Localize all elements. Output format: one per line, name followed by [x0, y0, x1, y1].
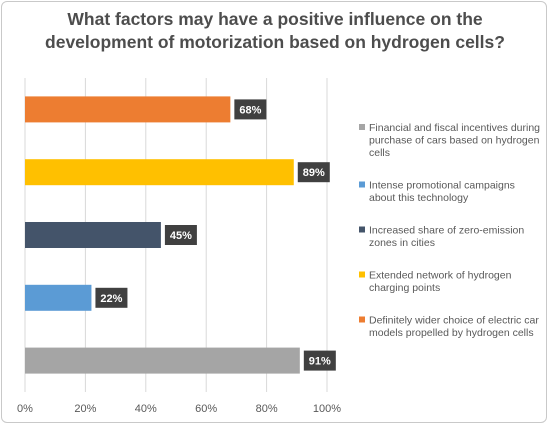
x-tick-label-0: 0%	[17, 403, 33, 415]
data-label-2: 89%	[303, 167, 325, 179]
legend-label-2-line-2: about this technology	[369, 192, 469, 204]
bar-4	[25, 284, 92, 311]
bar-1	[25, 96, 231, 123]
legend-label-4-line-2: charging points	[369, 282, 440, 294]
bar-3	[25, 222, 161, 248]
legend-label-1-line-2: purchase of cars based on hydrogen	[369, 135, 540, 147]
legend-label-3-line-2: zones in cities	[369, 237, 435, 249]
legend: Financial and fiscal incentives duringpu…	[359, 122, 540, 339]
chart-title-line-2: development of motorization based on hyd…	[45, 32, 505, 52]
legend-label-2-line-1: Intense promotional campaigns	[369, 180, 515, 192]
x-axis-ticks: 0% 20% 40% 60% 80% 100%	[17, 403, 341, 415]
legend-swatch-5	[359, 316, 365, 323]
bar-5	[25, 347, 300, 374]
legend-label-3-line-1: Increased share of zero-emission	[369, 225, 524, 237]
data-label-box-5	[303, 350, 336, 371]
x-tick-label-60: 60%	[195, 403, 217, 415]
legend-swatch-3	[359, 226, 365, 233]
x-tick-label-20: 20%	[74, 403, 96, 415]
bars: 68% 89% 45% 22% 91%	[25, 96, 336, 374]
bar-2	[25, 159, 294, 186]
data-label-4: 22%	[100, 293, 122, 305]
data-label-box-2	[297, 162, 330, 183]
legend-label-1-line-1: Financial and fiscal incentives during	[369, 122, 540, 134]
x-tick-label-40: 40%	[135, 403, 157, 415]
legend-label-5-line-2: models propelled by hydrogen cells	[369, 327, 534, 339]
data-label-1: 68%	[239, 104, 261, 116]
data-label-box-4	[95, 287, 128, 308]
chart-title-line-1: What factors may have a positive influen…	[67, 9, 483, 29]
x-tick-label-80: 80%	[256, 403, 278, 415]
data-label-5: 91%	[309, 356, 331, 368]
data-label-box-1	[234, 99, 267, 120]
legend-label-1-line-3: cells	[369, 147, 390, 159]
x-tick-label-100: 100%	[313, 403, 341, 415]
legend-swatch-2	[359, 181, 365, 188]
data-label-3: 45%	[170, 230, 192, 242]
legend-label-5-line-1: Definitely wider choice of electric car	[369, 315, 539, 327]
legend-swatch-1	[359, 124, 365, 130]
legend-label-4-line-1: Extended network of hydrogen	[369, 270, 512, 282]
legend-swatch-4	[359, 271, 365, 278]
data-label-box-3	[164, 225, 197, 245]
chart-title: What factors may have a positive influen…	[0, 8, 550, 54]
